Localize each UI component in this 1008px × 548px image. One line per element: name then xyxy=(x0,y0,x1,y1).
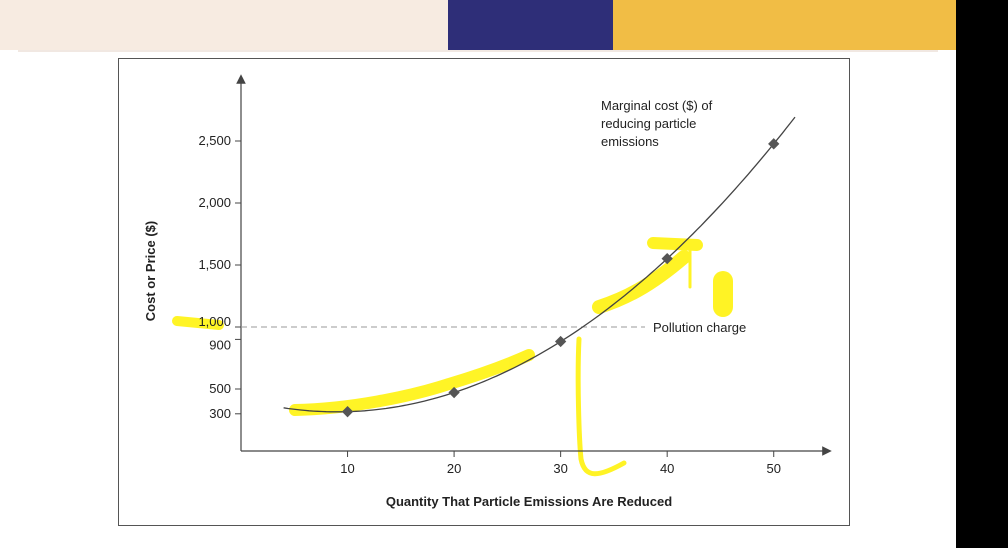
data-point-40 xyxy=(661,252,673,265)
curve-label-line-1: Marginal cost ($) of xyxy=(601,98,713,113)
header-band-gold xyxy=(613,0,956,50)
x-axis-title: Quantity That Particle Emissions Are Red… xyxy=(386,494,672,509)
y-tick-label-500: 500 xyxy=(209,381,231,396)
y-ticks: 300 500 900 1,000 1,500 2,000 2,500 xyxy=(198,133,241,421)
chart-svg: 300 500 900 1,000 1,500 2,000 2,500 10 20 30 40 50… xyxy=(143,74,832,509)
highlight-lower-curve xyxy=(289,349,535,416)
data-point-10 xyxy=(341,406,354,418)
chart-frame: 300 500 900 1,000 1,500 2,000 2,500 10 20 30 40 50… xyxy=(118,58,850,526)
data-point-20 xyxy=(448,386,460,399)
curve-label-line-3: emissions xyxy=(601,134,659,149)
marginal-cost-curve xyxy=(283,116,796,413)
y-tick-label-1500: 1,500 xyxy=(198,257,231,272)
highlight-y-label xyxy=(172,316,224,330)
pollution-charge-label: Pollution charge xyxy=(653,320,746,335)
y-tick-label-900: 900 xyxy=(209,337,231,352)
x-tick-label-40: 40 xyxy=(660,461,674,476)
x-tick-label-10: 10 xyxy=(340,461,354,476)
x-ticks: 10 20 30 40 50 xyxy=(340,451,781,476)
y-tick-label-2000: 2,000 xyxy=(198,195,231,210)
x-tick-label-20: 20 xyxy=(447,461,461,476)
header-band-navy xyxy=(448,0,613,50)
data-point-30 xyxy=(554,335,567,348)
data-markers xyxy=(341,138,780,418)
y-tick-label-1000: 1,000 xyxy=(198,314,231,329)
highlighter-marks xyxy=(172,237,733,477)
y-tick-label-300: 300 xyxy=(209,406,231,421)
y-tick-label-2500: 2,500 xyxy=(198,133,231,148)
x-tick-label-30: 30 xyxy=(553,461,567,476)
header-underline xyxy=(18,50,938,52)
right-black-edge xyxy=(956,0,1008,548)
header-band-left xyxy=(0,0,448,50)
highlight-vertical-loop xyxy=(575,336,627,477)
x-tick-label-50: 50 xyxy=(766,461,780,476)
y-axis-title: Cost or Price ($) xyxy=(143,221,158,321)
highlight-upper-curve xyxy=(592,250,691,314)
data-point-50 xyxy=(768,138,780,150)
curve-label-line-2: reducing particle xyxy=(601,116,696,131)
